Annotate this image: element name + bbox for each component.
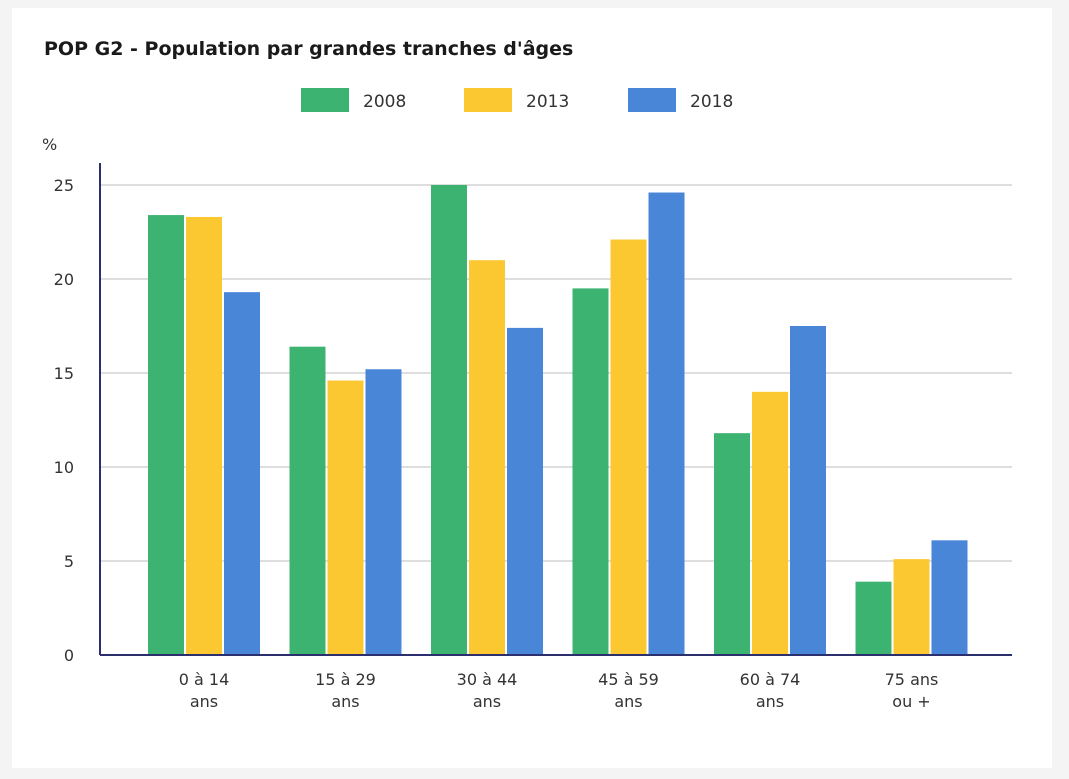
- bar-2013-5: [893, 559, 930, 655]
- x-tick-label: 45 à 59: [598, 670, 659, 689]
- x-tick-label: 15 à 29: [315, 670, 376, 689]
- bar-2008-2: [431, 185, 467, 655]
- bar-2018-1: [365, 369, 402, 655]
- legend-label-2008: 2008: [363, 92, 406, 112]
- y-tick-label: 25: [54, 176, 74, 195]
- y-tick-label: 10: [54, 458, 74, 477]
- bar-2013-4: [752, 391, 788, 655]
- bar-2008-5: [855, 581, 892, 655]
- chart-title: POP G2 - Population par grandes tranches…: [44, 38, 574, 60]
- x-tick-label: ans: [756, 692, 784, 711]
- x-tick-label: 0 à 14: [179, 670, 230, 689]
- x-tick-label: ans: [331, 692, 359, 711]
- bars: [148, 185, 968, 655]
- bar-2013-0: [186, 216, 222, 655]
- axes: 0 5 10 15 20 25 0 à 14 ans 15 à 29 ans 30 à 44 ans 4…: [54, 163, 1012, 711]
- bar-2008-3: [572, 288, 609, 655]
- x-tick-label: 30 à 44: [457, 670, 518, 689]
- bar-2013-3: [610, 239, 647, 655]
- x-tick-label: 60 à 74: [740, 670, 801, 689]
- x-tick-label: 75 ans: [885, 670, 939, 689]
- y-tick-label: 5: [64, 552, 74, 571]
- bar-2013-1: [327, 380, 364, 655]
- bar-2018-5: [931, 540, 968, 655]
- bar-2018-2: [507, 327, 543, 655]
- x-tick-label: ans: [473, 692, 501, 711]
- bar-2013-2: [469, 260, 505, 655]
- x-tick-label: ans: [190, 692, 218, 711]
- bar-2008-0: [148, 215, 184, 655]
- bar-2018-0: [224, 292, 260, 655]
- y-tick-label: 0: [64, 646, 74, 665]
- legend-swatch-2008: [301, 88, 349, 112]
- y-axis-label: %: [42, 135, 57, 154]
- legend: 2008 2013 2018: [301, 88, 733, 112]
- bar-2008-1: [289, 346, 326, 655]
- x-tick-label: ans: [614, 692, 642, 711]
- y-tick-label: 15: [54, 364, 74, 383]
- legend-swatch-2013: [464, 88, 512, 112]
- legend-label-2018: 2018: [690, 92, 733, 112]
- legend-swatch-2018: [628, 88, 676, 112]
- bar-2018-4: [790, 326, 826, 655]
- y-tick-label: 20: [54, 270, 74, 289]
- bar-2008-4: [714, 433, 750, 655]
- bar-2018-3: [648, 192, 685, 655]
- x-tick-label: ou +: [892, 692, 930, 711]
- legend-label-2013: 2013: [526, 92, 569, 112]
